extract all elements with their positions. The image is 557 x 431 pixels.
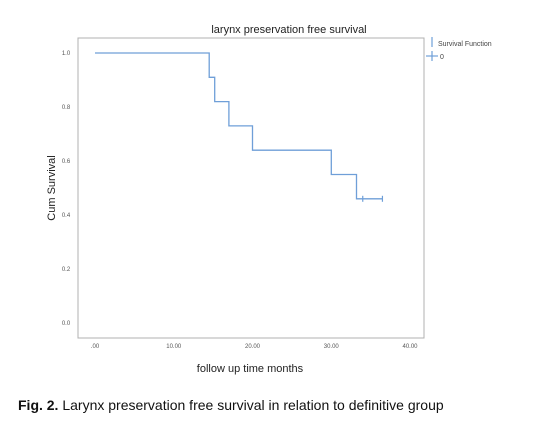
- x-tick-label: 20.00: [245, 344, 261, 350]
- legend-label-censored: 0: [440, 54, 444, 61]
- y-tick-label: 0.0: [62, 321, 71, 327]
- figure-caption: Fig. 2. Larynx preservation free surviva…: [18, 397, 548, 413]
- y-tick-label: 0.2: [62, 267, 71, 273]
- caption-label: Fig. 2.: [18, 397, 59, 413]
- y-tick-label: 0.8: [62, 105, 71, 111]
- x-tick-label: 30.00: [324, 344, 340, 350]
- y-tick-label: 1.0: [62, 51, 71, 57]
- series-layer: [95, 52, 384, 202]
- x-axis-label: follow up time months: [197, 363, 304, 375]
- caption-text: Larynx preservation free survival in rel…: [58, 397, 444, 413]
- y-tick-label: 0.6: [62, 159, 71, 165]
- survival-step-line: [95, 52, 383, 200]
- y-axis-ticks: 1.0 0.8 0.6 0.4 0.2 0.0: [62, 51, 71, 327]
- x-axis-ticks: .00 10.00 20.00 30.00 40.00: [91, 344, 418, 350]
- x-tick-label: 10.00: [166, 344, 182, 350]
- x-tick-label: .00: [91, 344, 100, 350]
- y-tick-label: 0.4: [62, 213, 71, 219]
- legend-label-survival: Survival Function: [438, 41, 492, 48]
- legend: Survival Function 0: [426, 37, 492, 61]
- plot-frame: [77, 37, 425, 339]
- chart-title: larynx preservation free survival: [211, 24, 366, 36]
- y-axis-label: Cum Survival: [46, 155, 58, 220]
- x-tick-label: 40.00: [402, 344, 418, 350]
